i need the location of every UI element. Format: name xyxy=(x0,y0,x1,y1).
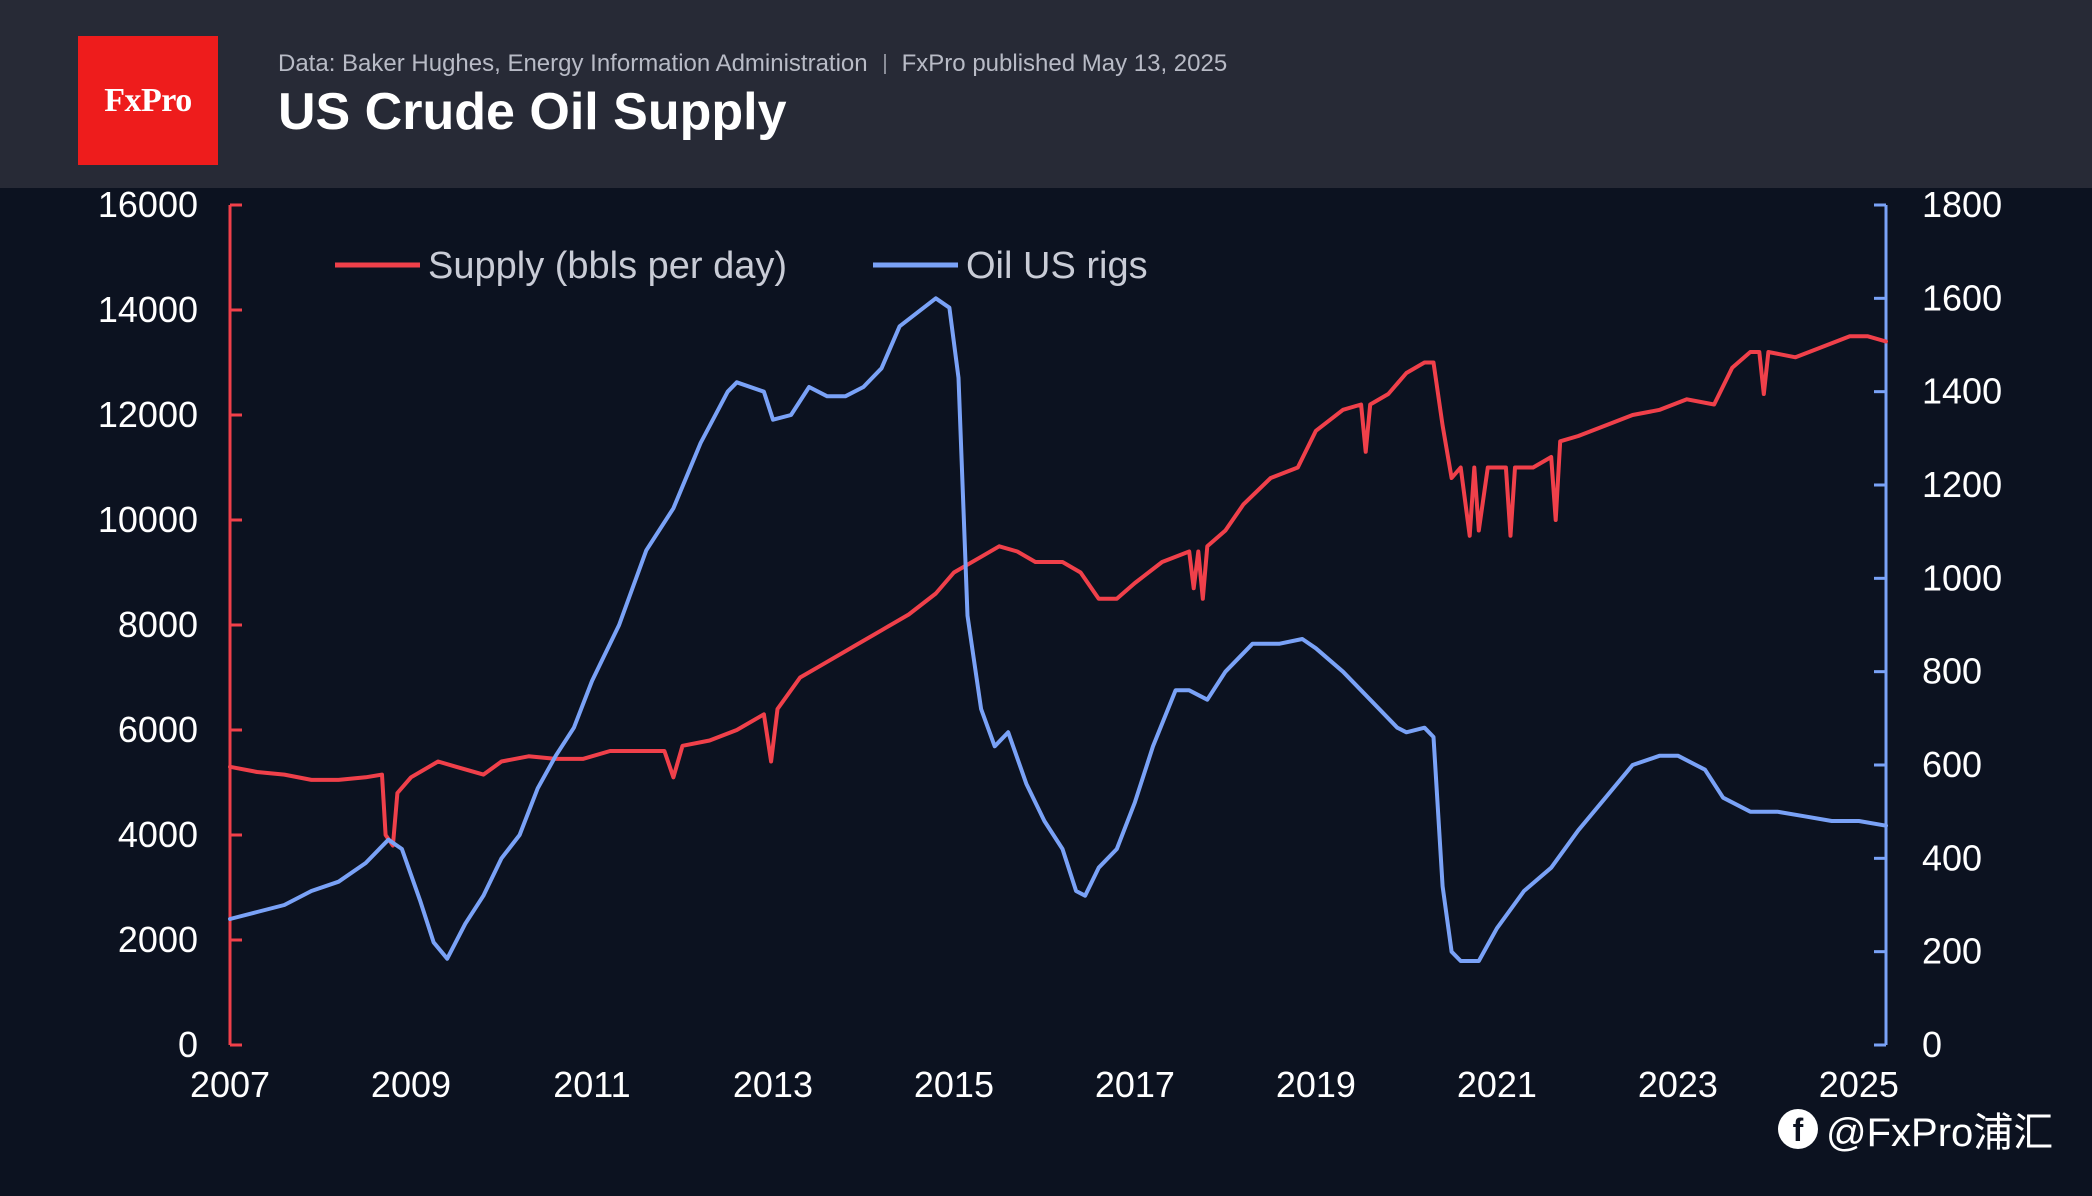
rigs-series-line xyxy=(228,296,1888,963)
right-axis-tick-label: 1800 xyxy=(1922,184,2002,225)
x-axis-tick-label: 2007 xyxy=(190,1064,270,1105)
x-axis-tick-label: 2013 xyxy=(733,1064,813,1105)
watermark-text: @FxPro浦汇 xyxy=(1826,1111,2054,1155)
x-axis-tick-label: 2015 xyxy=(914,1064,994,1105)
legend-rigs-label: Oil US rigs xyxy=(966,245,1148,287)
left-axis-tick-label: 8000 xyxy=(118,604,198,645)
x-axis-tick-label: 2021 xyxy=(1457,1064,1537,1105)
source-text: Data: Baker Hughes, Energy Information A… xyxy=(278,50,868,77)
left-axis-tick-label: 0 xyxy=(178,1024,198,1065)
legend-supply-label: Supply (bbls per day) xyxy=(428,245,787,287)
header-bar: FxPro Data: Baker Hughes, Energy Informa… xyxy=(0,0,2092,188)
left-axis-tick-label: 2000 xyxy=(118,919,198,960)
fxpro-logo: FxPro xyxy=(78,36,218,165)
x-axis-tick-label: 2025 xyxy=(1819,1064,1899,1105)
left-axis-tick-label: 10000 xyxy=(98,499,198,540)
facebook-icon: f xyxy=(1778,1109,1818,1149)
right-axis-tick-label: 800 xyxy=(1922,651,1982,692)
left-axis-tick-label: 16000 xyxy=(98,184,198,225)
x-axis-tick-label: 2011 xyxy=(553,1064,630,1105)
x-axis-tick-label: 2019 xyxy=(1276,1064,1356,1105)
right-axis-tick-label: 1600 xyxy=(1922,277,2002,318)
right-axis-tick-label: 400 xyxy=(1922,837,1982,878)
page-title: US Crude Oil Supply xyxy=(278,83,787,141)
left-axis-tick-label: 14000 xyxy=(98,289,198,330)
left-axis-tick-label: 4000 xyxy=(118,814,198,855)
right-axis-tick-label: 1400 xyxy=(1922,371,2002,412)
left-axis-tick-label: 12000 xyxy=(98,394,198,435)
published-text: FxPro published May 13, 2025 xyxy=(901,50,1228,77)
right-axis-tick-label: 1000 xyxy=(1922,557,2002,598)
x-axis-tick-label: 2009 xyxy=(371,1064,451,1105)
right-axis-tick-label: 1200 xyxy=(1922,464,2002,505)
separator xyxy=(883,54,886,74)
right-axis-tick-label: 200 xyxy=(1922,931,1982,972)
watermark: f @FxPro浦汇 xyxy=(1778,1104,2053,1155)
right-axis-tick-label: 0 xyxy=(1922,1024,1942,1065)
x-axis-tick-label: 2017 xyxy=(1095,1064,1175,1105)
right-axis-tick-label: 600 xyxy=(1922,744,1982,785)
supply-series-line xyxy=(228,334,1888,848)
x-axis-tick-label: 2023 xyxy=(1638,1064,1718,1105)
left-axis-tick-label: 6000 xyxy=(118,709,198,750)
data-source-line: Data: Baker Hughes, Energy Information A… xyxy=(278,49,1227,79)
